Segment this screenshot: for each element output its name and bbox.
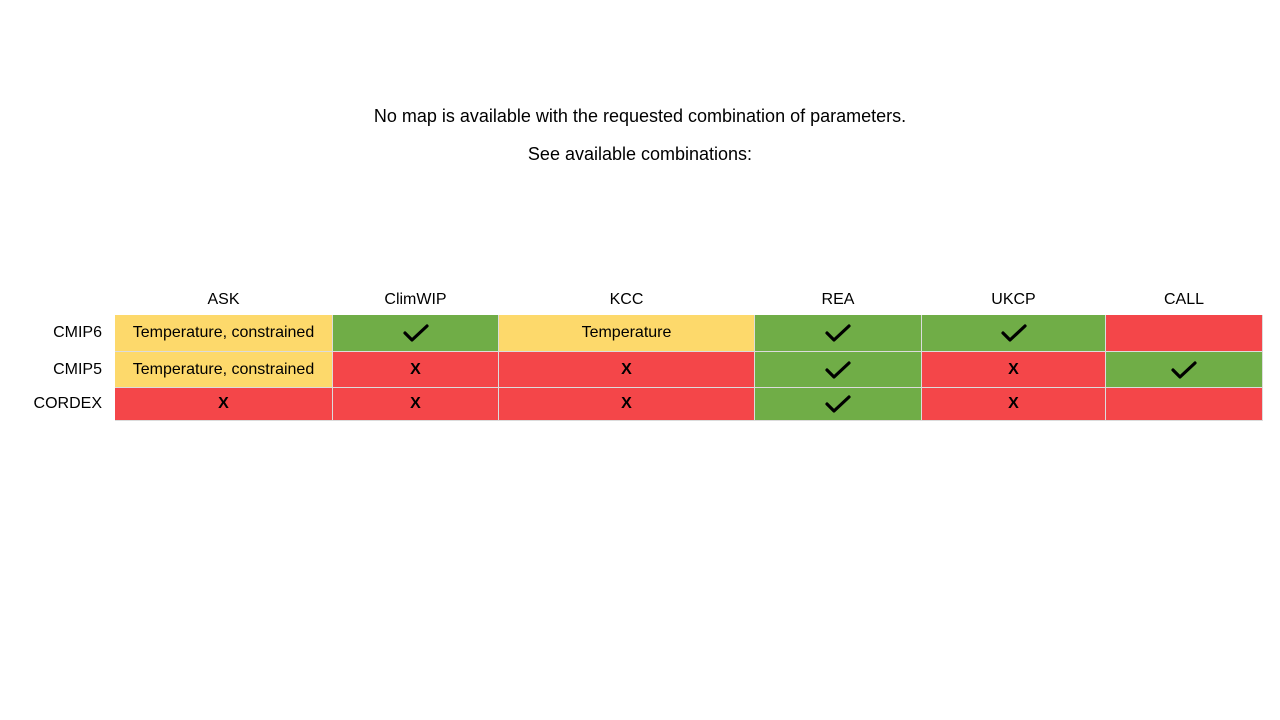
- column-header-climwip: ClimWIP: [384, 291, 447, 308]
- check-icon: [825, 395, 851, 413]
- column-header-kcc: KCC: [609, 291, 644, 308]
- check-icon: [825, 324, 851, 342]
- available-combinations-label: See available combinations:: [527, 144, 753, 164]
- availability-table: ASK ClimWIP KCC REA UKCP CALL CMIP6 Temp…: [28, 285, 1263, 421]
- x-mark: X: [218, 395, 229, 412]
- x-mark: X: [1008, 360, 1019, 378]
- x-mark: X: [410, 360, 421, 378]
- check-icon: [1171, 360, 1197, 379]
- cell-cordex-kcc: X: [498, 387, 755, 421]
- cell-cmip6-call: [1105, 314, 1263, 352]
- column-header-rea: REA: [821, 291, 855, 308]
- cell-cmip5-call: [1105, 351, 1263, 388]
- cell-cordex-rea: [754, 387, 922, 421]
- cell-cmip6-kcc: Temperature: [498, 314, 755, 352]
- table-row-cmip6: CMIP6 Temperature, constrained Temperatu…: [29, 314, 1263, 352]
- x-mark: X: [1008, 395, 1019, 412]
- row-header-cordex: CORDEX: [33, 395, 102, 412]
- cell-cordex-call: [1105, 387, 1263, 421]
- cell-cordex-ukcp: X: [921, 387, 1106, 421]
- check-icon: [825, 360, 851, 379]
- cell-cmip6-ukcp: [921, 314, 1106, 352]
- cell-cmip5-ask: Temperature, constrained: [114, 351, 333, 388]
- column-header-ask: ASK: [207, 291, 240, 308]
- no-map-message: No map is available with the requested c…: [373, 106, 907, 126]
- check-icon: [1000, 324, 1027, 342]
- cell-cmip5-rea: [754, 351, 922, 388]
- cell-cmip5-kcc: X: [498, 351, 755, 388]
- row-header-cmip5: CMIP5: [53, 360, 102, 378]
- x-mark: X: [621, 395, 632, 412]
- cell-cmip6-climwip: [332, 314, 499, 352]
- cell-cmip5-climwip: X: [332, 351, 499, 388]
- table-row-cmip5: CMIP5 Temperature, constrained X X X: [29, 351, 1263, 388]
- cell-cordex-climwip: X: [332, 387, 499, 421]
- check-icon: [402, 324, 429, 342]
- x-mark: X: [621, 360, 632, 378]
- cell-cmip6-ask: Temperature, constrained: [114, 314, 333, 352]
- cell-cordex-ask: X: [114, 387, 333, 421]
- table-row-cordex: CORDEX X X X X: [29, 387, 1263, 421]
- header-row: ASK ClimWIP KCC REA UKCP CALL: [29, 286, 1263, 315]
- column-header-call: CALL: [1163, 291, 1205, 308]
- row-header-cmip6: CMIP6: [53, 324, 102, 341]
- corner-cell: [29, 286, 115, 315]
- column-header-ukcp: UKCP: [991, 291, 1036, 308]
- x-mark: X: [410, 395, 421, 412]
- cell-cmip5-ukcp: X: [921, 351, 1106, 388]
- cell-cmip6-rea: [754, 314, 922, 352]
